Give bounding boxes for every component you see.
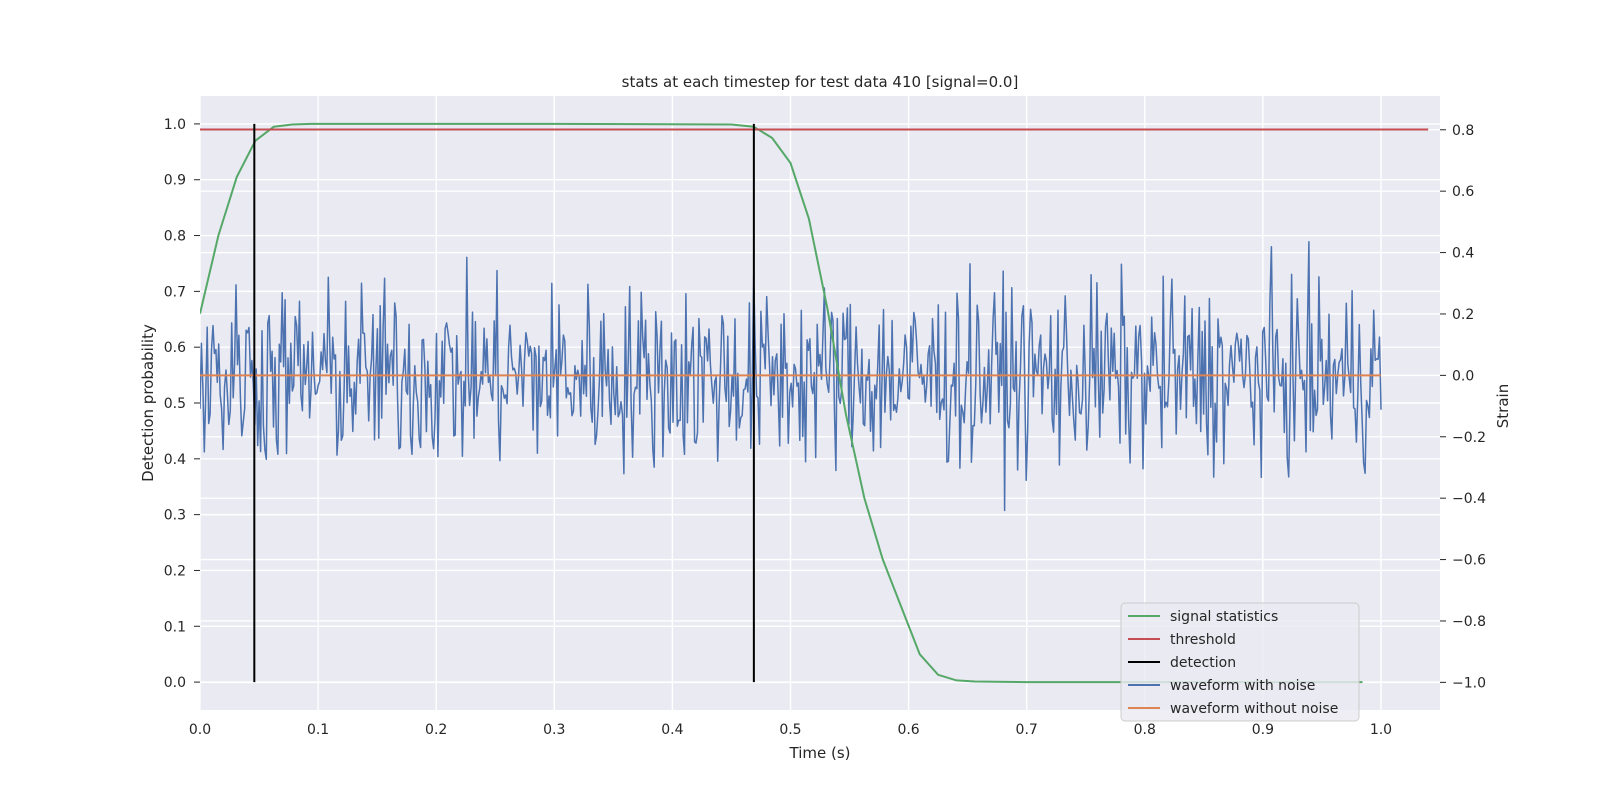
legend-label-detection: detection <box>1170 655 1236 671</box>
y-right-tick-label: −0.4 <box>1452 491 1486 507</box>
x-tick-label: 0.5 <box>779 722 801 738</box>
y-right-tick-label: −0.6 <box>1452 553 1486 569</box>
axes: 0.0 0.1 0.2 0.3 0.4 0.5 0.6 0.7 0.8 0.9 1.0 0.0 0.1 0… <box>164 117 1486 738</box>
x-axis-label: Time (s) <box>789 744 851 762</box>
y-right-tick-label: −0.8 <box>1452 614 1486 630</box>
y-left-tick-label: 0.5 <box>164 396 186 412</box>
y-right-tick-label: −0.2 <box>1452 430 1486 446</box>
y-right-tick-label: 0.4 <box>1452 246 1474 262</box>
series-waveform-with-noise-line <box>200 240 1382 512</box>
y-left-tick-label: 1.0 <box>164 117 186 133</box>
y-left-tick-label: 0.4 <box>164 452 186 468</box>
y-left-tick-label: 0.7 <box>164 284 186 300</box>
y-left-tick-label: 0.0 <box>164 675 186 691</box>
legend-label-noisy: waveform with noise <box>1170 678 1315 694</box>
x-tick-label: 0.8 <box>1134 722 1156 738</box>
y-right-tick-label: 0.6 <box>1452 184 1474 200</box>
y-right-tick-label: 0.2 <box>1452 307 1474 323</box>
x-tick-label: 1.0 <box>1370 722 1392 738</box>
x-tick-label: 0.1 <box>307 722 329 738</box>
legend-label-clean: waveform without noise <box>1170 701 1338 717</box>
x-tick-label: 0.3 <box>543 722 565 738</box>
y-left-tick-label: 0.8 <box>164 229 186 245</box>
y-left-tick-label: 0.2 <box>164 563 186 579</box>
x-tick-label: 0.9 <box>1252 722 1274 738</box>
chart-title: stats at each timestep for test data 410… <box>622 73 1019 91</box>
y-left-tick-label: 0.1 <box>164 619 186 635</box>
y-left-tick-label: 0.9 <box>164 173 186 189</box>
x-tick-label: 0.4 <box>661 722 683 738</box>
x-tick-label: 0.7 <box>1016 722 1038 738</box>
legend-box <box>1120 602 1360 722</box>
y-right-tick-label: 0.0 <box>1452 368 1474 384</box>
y-axis-label-right: Strain <box>1494 384 1512 428</box>
x-tick-label: 0.2 <box>425 722 447 738</box>
legend-label-threshold: threshold <box>1170 632 1236 648</box>
x-tick-label: 0.0 <box>189 722 211 738</box>
y-left-tick-label: 0.3 <box>164 508 186 524</box>
y-left-tick-label: 0.6 <box>164 340 186 356</box>
legend: signal statistics threshold detection wa… <box>1120 602 1360 722</box>
y-axis-label-left: Detection probability <box>139 324 157 482</box>
x-tick-label: 0.6 <box>897 722 919 738</box>
y-right-tick-label: 0.8 <box>1452 123 1474 139</box>
y-right-tick-label: −1.0 <box>1452 675 1486 691</box>
marks <box>200 122 1429 684</box>
series-signal-statistics-line <box>200 122 1363 684</box>
legend-label-signal: signal statistics <box>1170 609 1278 625</box>
